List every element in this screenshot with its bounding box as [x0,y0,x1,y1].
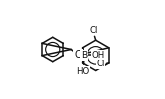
Text: Cl: Cl [90,26,98,35]
Text: HO: HO [76,67,90,76]
Text: Cl: Cl [96,59,104,68]
Text: O: O [74,50,82,60]
Text: OH: OH [92,51,105,60]
Text: B: B [81,51,87,60]
